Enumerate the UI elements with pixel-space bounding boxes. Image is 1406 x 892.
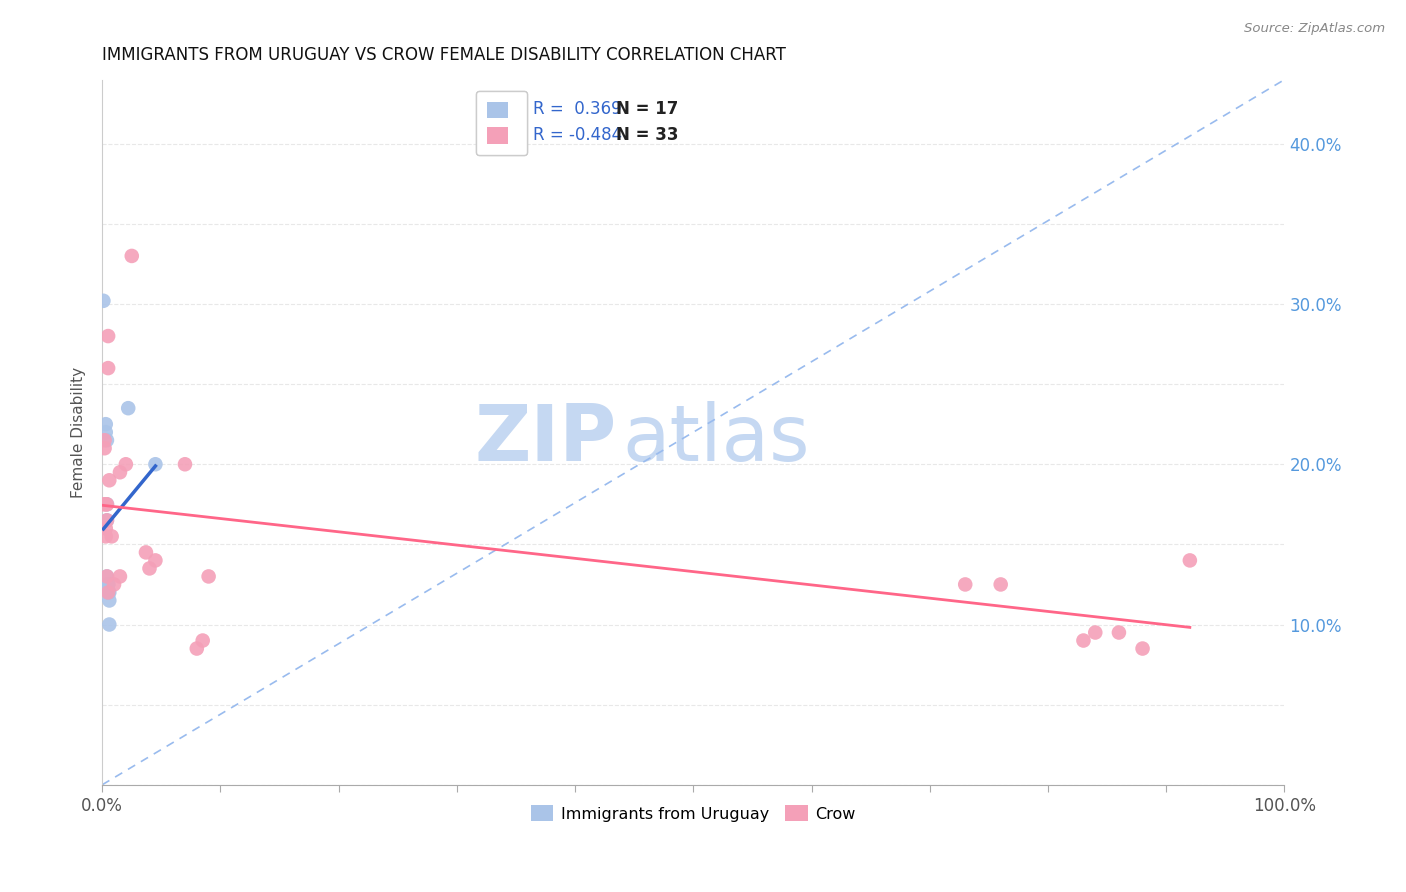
Point	[97, 577, 120, 591]
Point	[138, 561, 160, 575]
Point	[186, 641, 208, 656]
Point	[1108, 625, 1130, 640]
Point	[96, 513, 118, 527]
Point	[93, 293, 115, 308]
Point	[94, 521, 117, 535]
Point	[96, 569, 118, 583]
Point	[94, 417, 117, 432]
Point	[197, 569, 219, 583]
Text: N = 17: N = 17	[616, 100, 679, 119]
Legend: , : ,	[477, 91, 527, 154]
Point	[1178, 553, 1201, 567]
Point	[97, 329, 120, 343]
Point	[955, 577, 977, 591]
Text: R = -0.484: R = -0.484	[533, 126, 621, 144]
Text: N = 33: N = 33	[616, 126, 679, 144]
Point	[108, 465, 131, 479]
Point	[1073, 633, 1095, 648]
Point	[96, 497, 118, 511]
Point	[145, 457, 167, 471]
Y-axis label: Female Disability: Female Disability	[72, 367, 86, 498]
Point	[117, 401, 139, 416]
Point	[98, 593, 121, 607]
Point	[97, 361, 120, 376]
Point	[103, 577, 125, 591]
Point	[94, 425, 117, 440]
Point	[96, 513, 118, 527]
Point	[96, 434, 118, 448]
Point	[98, 617, 121, 632]
Point	[93, 434, 115, 448]
Point	[121, 249, 143, 263]
Text: atlas: atlas	[623, 401, 810, 477]
Point	[96, 569, 118, 583]
Point	[97, 585, 120, 599]
Point	[115, 457, 138, 471]
Point	[97, 577, 120, 591]
Point	[96, 497, 118, 511]
Point	[100, 529, 122, 543]
Point	[94, 497, 117, 511]
Point	[93, 497, 115, 511]
Text: R =  0.369: R = 0.369	[533, 100, 621, 119]
Text: Source: ZipAtlas.com: Source: ZipAtlas.com	[1244, 22, 1385, 36]
Point	[990, 577, 1012, 591]
Point	[174, 457, 197, 471]
Point	[191, 633, 214, 648]
Text: IMMIGRANTS FROM URUGUAY VS CROW FEMALE DISABILITY CORRELATION CHART: IMMIGRANTS FROM URUGUAY VS CROW FEMALE D…	[103, 46, 786, 64]
Point	[98, 473, 121, 487]
Point	[145, 553, 167, 567]
Point	[94, 529, 117, 543]
Point	[1132, 641, 1154, 656]
Point	[93, 442, 115, 456]
Point	[97, 585, 120, 599]
Point	[97, 585, 120, 599]
Point	[1084, 625, 1107, 640]
Point	[108, 569, 131, 583]
Point	[98, 585, 121, 599]
Point	[97, 577, 120, 591]
Point	[135, 545, 157, 559]
Text: ZIP: ZIP	[474, 401, 616, 477]
